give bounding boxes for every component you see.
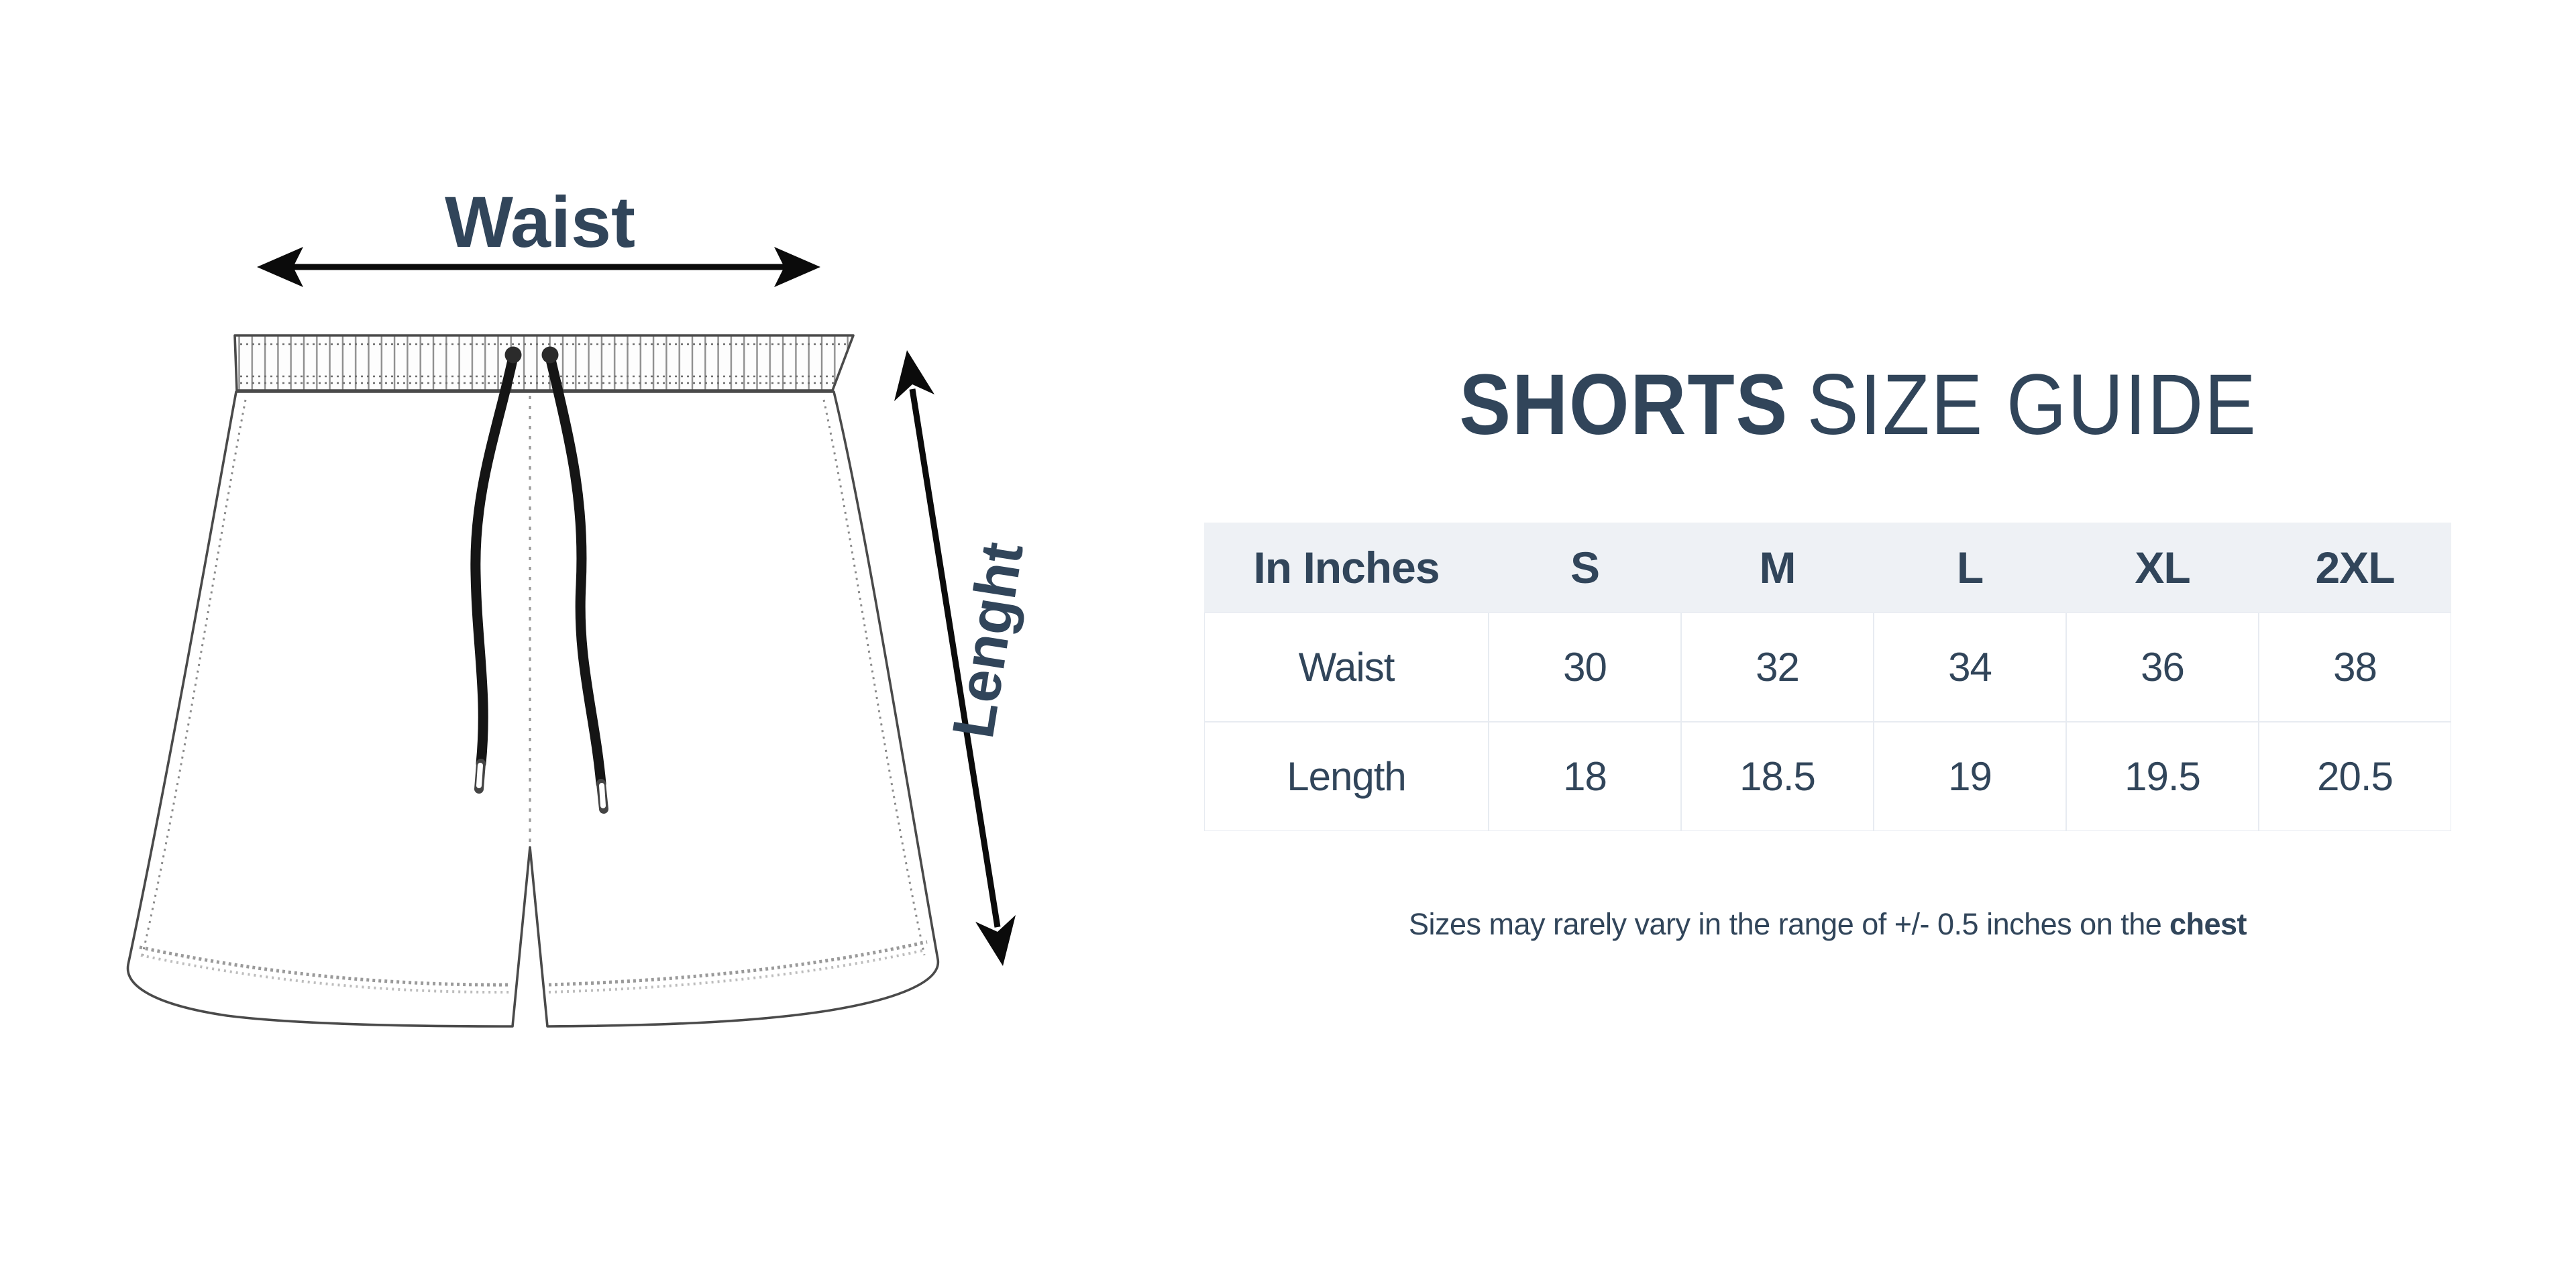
header-cell-size-s: S: [1570, 543, 1600, 592]
waist-value-s: 30: [1489, 612, 1681, 722]
waist-value-l: 34: [1874, 612, 2066, 722]
hem-stitch-line-left: [139, 945, 512, 987]
drawstring-left: [470, 346, 522, 794]
size-table-header-row: In Inches S M L XL 2XL: [1204, 523, 2451, 612]
length-value-xl: 19.5: [2066, 722, 2259, 831]
length-value-l: 19: [1874, 722, 2066, 831]
hem-stitch-line-right-2: [548, 949, 926, 994]
table-row-length: Length 18 18.5 19 19.5 20.5: [1204, 722, 2451, 831]
footnote-bold-word: chest: [2169, 907, 2247, 941]
row-label-waist: Waist: [1204, 612, 1489, 722]
hem-stitch-line-left-2: [140, 954, 512, 994]
table-row-waist: Waist 30 32 34 36 38: [1204, 612, 2451, 722]
hem-stitch-line-right: [548, 940, 928, 987]
left-seam-stitch-line: [141, 399, 247, 957]
header-cell-size-m: M: [1759, 543, 1796, 592]
length-value-s: 18: [1489, 722, 1681, 831]
waist-value-2xl: 38: [2259, 612, 2451, 722]
footnote-text: Sizes may rarely vary in the range of +/…: [1408, 907, 2162, 941]
header-cell-size-l: L: [1956, 543, 1984, 592]
shorts-outline: [126, 390, 940, 1028]
waist-value-xl: 36: [2066, 612, 2259, 722]
waist-value-m: 32: [1681, 612, 1874, 722]
length-label: Lenght: [939, 538, 1036, 743]
size-table: In Inches S M L XL 2XL Waist 30 32 34 36…: [1204, 523, 2451, 831]
header-cell-size-2xl: 2XL: [2315, 543, 2395, 592]
header-cell-unit: In Inches: [1253, 543, 1440, 592]
title-product: SHORTS: [1459, 357, 1789, 453]
drawstring-right: [541, 346, 608, 814]
page-title: SHORTS SIZE GUIDE: [1212, 362, 2504, 448]
waist-arrow: [257, 247, 820, 287]
right-seam-stitch-line: [822, 399, 926, 956]
length-value-m: 18.5: [1681, 722, 1874, 831]
length-value-2xl: 20.5: [2259, 722, 2451, 831]
length-arrow: [894, 350, 1016, 966]
waist-label: Waist: [445, 181, 635, 262]
header-cell-size-xl: XL: [2135, 543, 2190, 592]
footnote: Sizes may rarely vary in the range of +/…: [1204, 907, 2451, 942]
row-label-length: Length: [1204, 722, 1489, 831]
title-suffix: SIZE GUIDE: [1807, 357, 2257, 453]
waistband: [233, 334, 855, 392]
shorts-diagram: Waist: [126, 181, 1036, 1028]
